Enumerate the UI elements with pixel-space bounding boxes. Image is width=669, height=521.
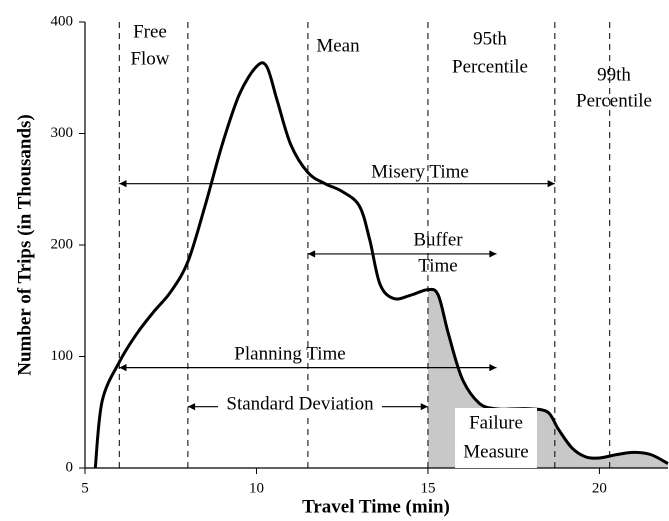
- std-label-bg: [218, 394, 382, 416]
- annotation-label: Free: [133, 21, 167, 42]
- failure-label-bg: [455, 408, 537, 468]
- annotation-label: Planning Time: [234, 343, 345, 364]
- annotation-label: Flow: [130, 48, 169, 69]
- y-axis-title: Number of Trips (in Thousands): [14, 114, 35, 376]
- y-tick-label: 300: [51, 125, 74, 141]
- y-tick-label: 100: [51, 348, 74, 364]
- y-tick-label: 0: [66, 459, 74, 475]
- annotation-label: 95th: [473, 28, 507, 49]
- x-tick-label: 10: [249, 480, 264, 496]
- y-tick-label: 200: [51, 236, 74, 252]
- annotation-label: Standard Deviation: [226, 393, 374, 414]
- annotation-label: 99th: [597, 64, 631, 85]
- annotation-label: Measure: [463, 441, 528, 462]
- annotation-label: Misery Time: [371, 161, 469, 182]
- annotation-label: Percentile: [576, 90, 652, 111]
- annotation-label: Percentile: [452, 56, 528, 77]
- annotation-label: Time: [418, 255, 457, 276]
- x-axis-title: Travel Time (min): [302, 496, 450, 517]
- annotation-label: Mean: [316, 35, 360, 56]
- x-tick-label: 5: [81, 480, 89, 496]
- annotation-label: Buffer: [413, 229, 463, 250]
- trip-curve: [93, 61, 669, 469]
- annotation-label: Failure: [469, 412, 523, 433]
- x-tick-label: 20: [592, 480, 607, 496]
- x-tick-label: 15: [420, 480, 435, 496]
- y-tick-label: 400: [51, 13, 74, 29]
